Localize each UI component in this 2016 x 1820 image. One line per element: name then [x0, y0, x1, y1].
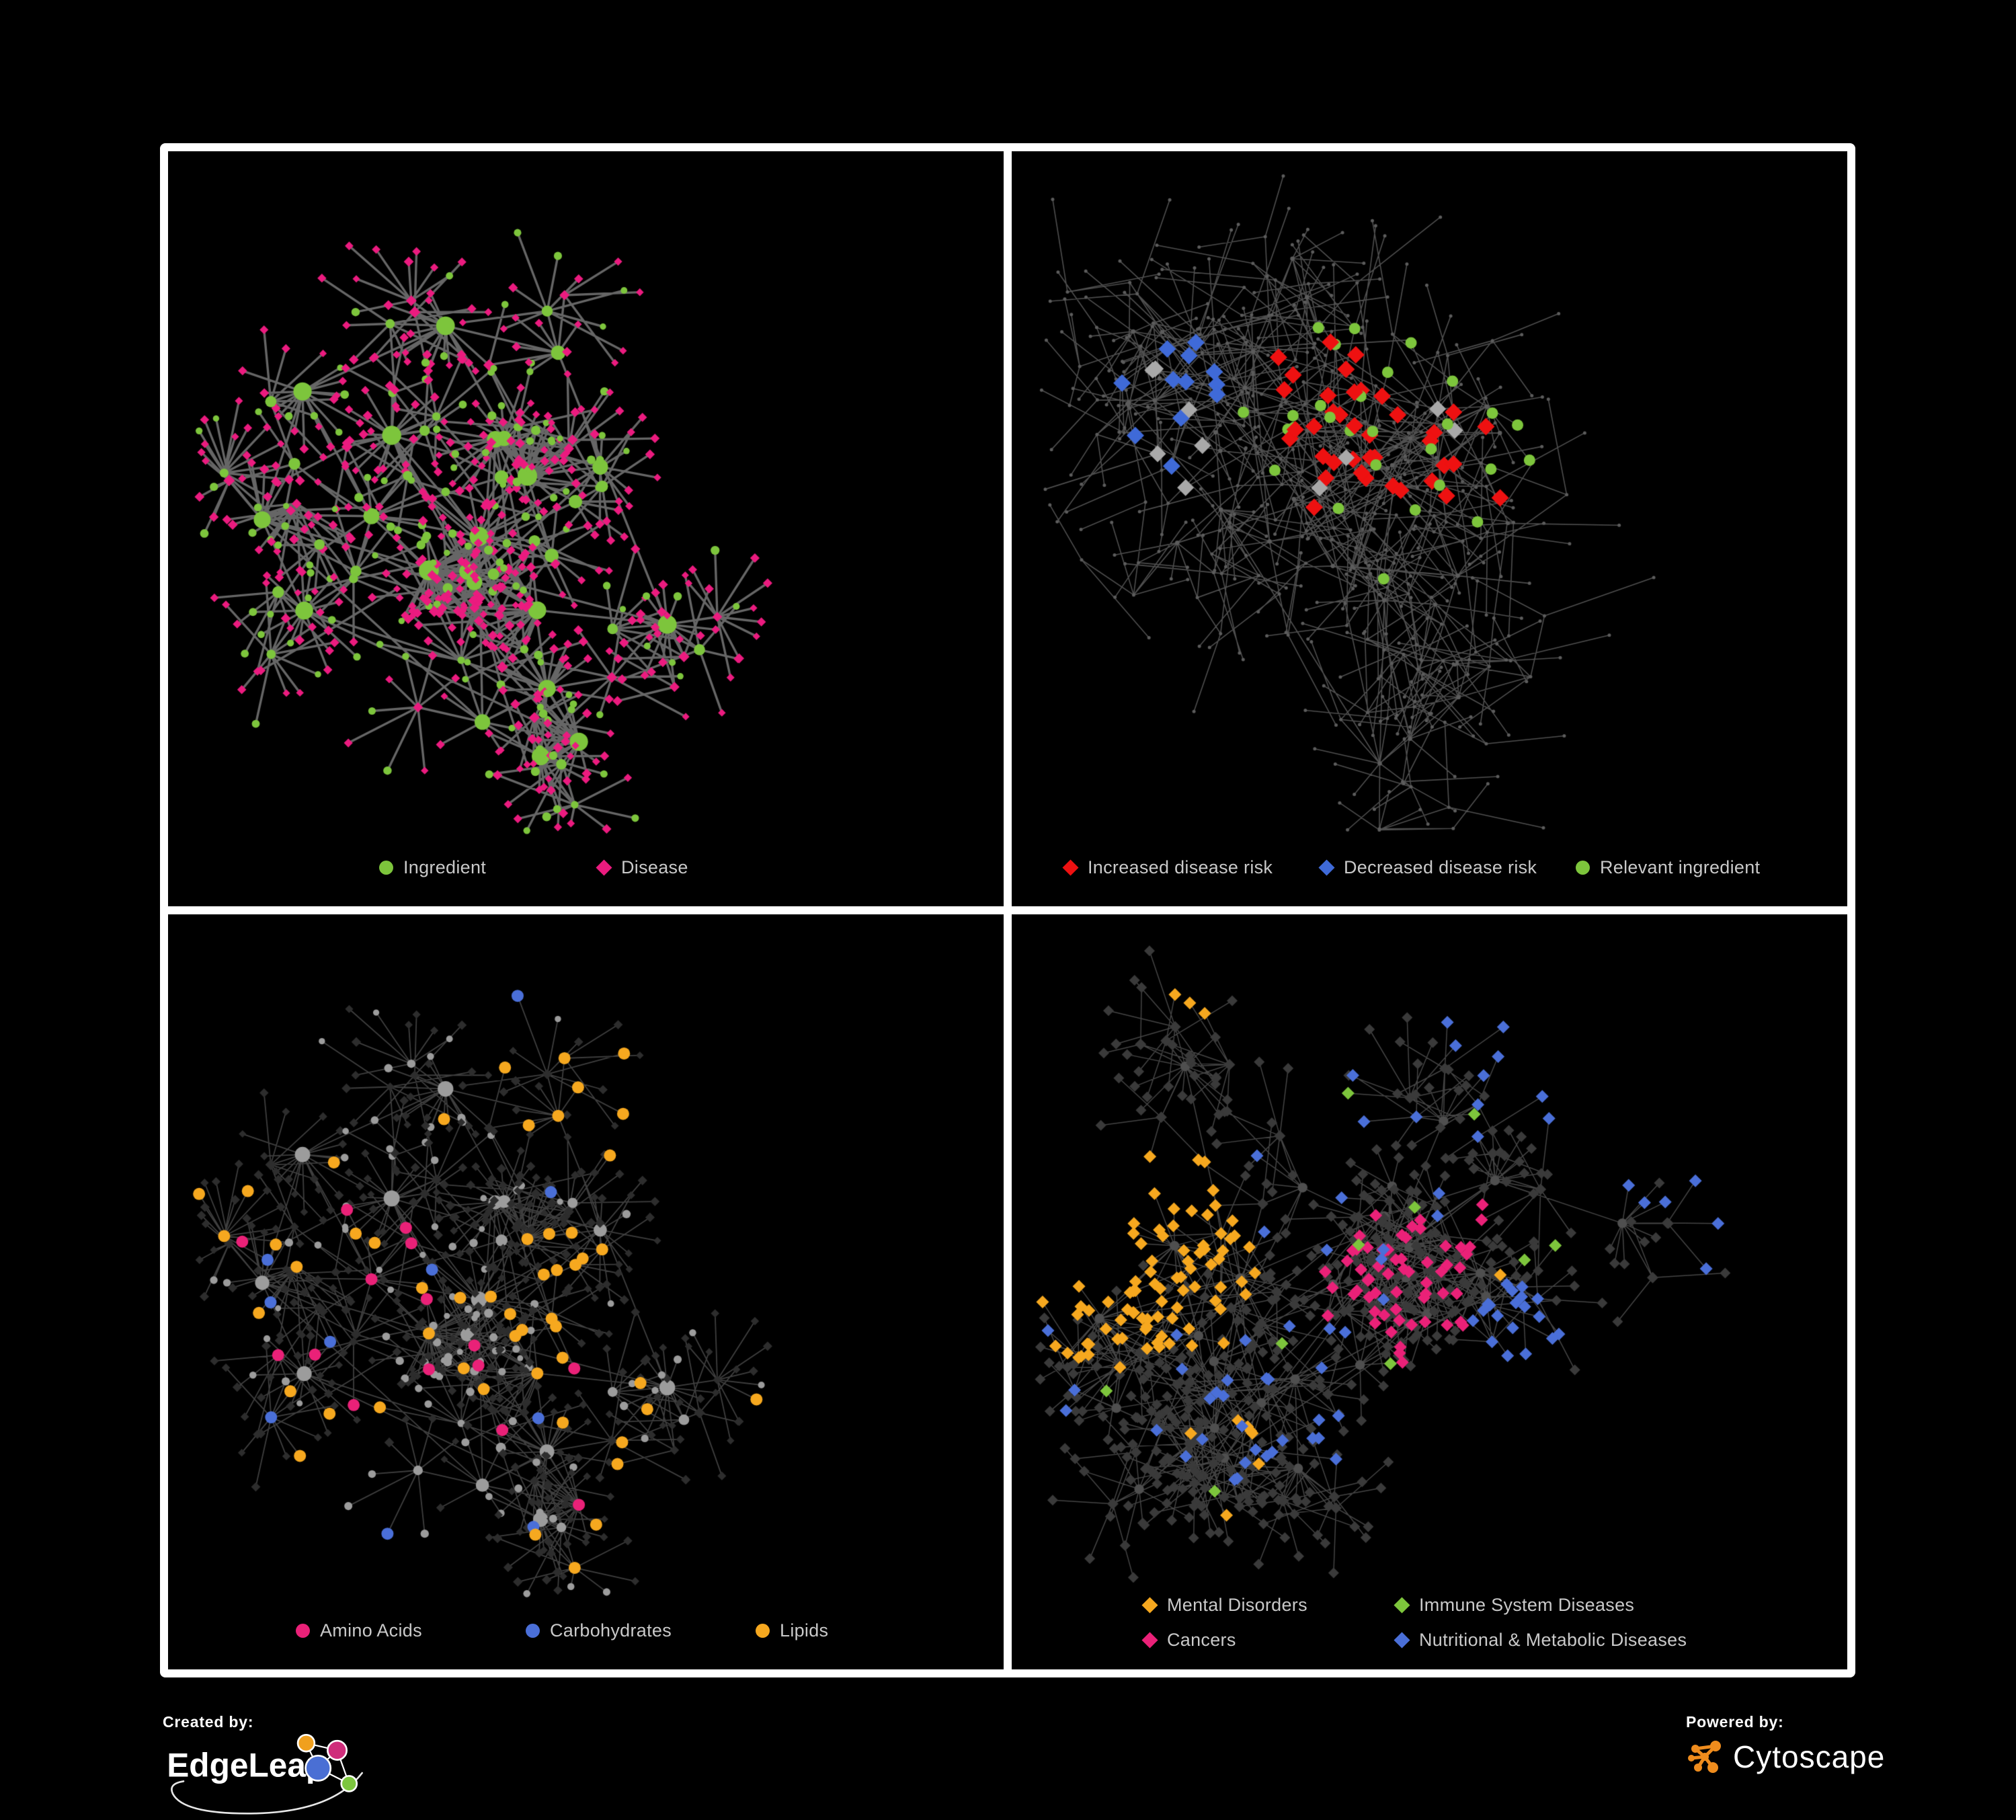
lipids-legend-marker — [756, 1623, 770, 1638]
powered-by-label: Powered by: — [1686, 1713, 1784, 1731]
legend-item-relevant-ingredient: Relevant ingredient — [1576, 857, 1832, 878]
edgeleap-logo: EdgeLeap — [167, 1733, 364, 1815]
panel-disease-categories: Mental Disorders Immune System Diseases … — [1012, 914, 1847, 1669]
decreased-risk-legend-marker — [1318, 859, 1335, 876]
nutrient-categories-legend: Amino Acids Carbohydrates Lipids — [296, 1616, 985, 1645]
created-by-block: Created by: EdgeLeap — [163, 1713, 371, 1818]
ingredient-disease-network-canvas — [168, 151, 1004, 906]
created-by-label: Created by: — [163, 1713, 254, 1731]
disease-categories-legend: Mental Disorders Immune System Diseases … — [1141, 1587, 1687, 1657]
amino-acids-legend-marker — [296, 1623, 310, 1638]
legend-item-disease: Disease — [596, 857, 815, 878]
lipids-legend-label: Lipids — [780, 1620, 829, 1640]
increased-risk-legend-marker — [1062, 859, 1079, 876]
ingredient-legend-label: Ingredient — [403, 857, 487, 877]
cancers-legend-label: Cancers — [1167, 1629, 1236, 1650]
cytoscape-logo-icon — [1688, 1741, 1721, 1773]
legend-item-amino-acids: Amino Acids — [296, 1620, 526, 1641]
powered-by-block: Powered by: Cytoscape — [1686, 1713, 1885, 1776]
edgeleap-network-glyph — [296, 1733, 358, 1792]
disease-categories-network-canvas — [1012, 914, 1847, 1669]
carbohydrates-legend-marker — [526, 1623, 540, 1638]
carbohydrates-legend-label: Carbohydrates — [550, 1620, 672, 1640]
relevant-ingredient-legend-marker — [1576, 860, 1590, 875]
disease-legend-label: Disease — [621, 857, 688, 877]
legend-item-immune-system-diseases: Immune System Diseases — [1394, 1594, 1687, 1616]
cancers-legend-marker — [1141, 1631, 1158, 1649]
panel-ingredient-disease: Ingredient Disease — [168, 151, 1004, 906]
panel-disease-risk: Increased disease risk Decreased disease… — [1012, 151, 1847, 906]
decreased-risk-legend-label: Decreased disease risk — [1344, 857, 1537, 877]
increased-risk-legend-label: Increased disease risk — [1088, 857, 1273, 877]
legend-item-mental-disorders: Mental Disorders — [1141, 1594, 1395, 1616]
disease-risk-network-canvas — [1012, 151, 1847, 906]
immune-system-diseases-legend-marker — [1394, 1596, 1410, 1614]
amino-acids-legend-label: Amino Acids — [320, 1620, 422, 1640]
ingredient-legend-marker — [379, 860, 393, 875]
edgeleap-logo-text: EdgeLeap — [167, 1746, 326, 1784]
ingredient-disease-legend: Ingredient Disease — [379, 853, 815, 882]
disease-risk-legend: Increased disease risk Decreased disease… — [1062, 853, 1832, 882]
immune-system-diseases-legend-label: Immune System Diseases — [1419, 1594, 1635, 1615]
relevant-ingredient-legend-label: Relevant ingredient — [1600, 857, 1761, 877]
nutritional-metabolic-diseases-legend-label: Nutritional & Metabolic Diseases — [1419, 1629, 1687, 1650]
mental-disorders-legend-label: Mental Disorders — [1167, 1594, 1307, 1615]
panel-grid: Ingredient Disease Increased disease ris… — [160, 143, 1855, 1677]
cytoscape-logo-text: Cytoscape — [1733, 1739, 1886, 1774]
panel-nutrient-categories: Amino Acids Carbohydrates Lipids — [168, 914, 1004, 1669]
legend-item-increased-risk: Increased disease risk — [1062, 857, 1320, 878]
nutritional-metabolic-diseases-legend-marker — [1394, 1631, 1410, 1649]
legend-item-decreased-risk: Decreased disease risk — [1318, 857, 1576, 878]
legend-item-nutritional-metabolic-diseases: Nutritional & Metabolic Diseases — [1394, 1629, 1687, 1651]
legend-item-cancers: Cancers — [1141, 1629, 1395, 1651]
mental-disorders-legend-marker — [1141, 1596, 1158, 1614]
legend-item-lipids: Lipids — [756, 1620, 985, 1641]
nutrient-categories-network-canvas — [168, 914, 1004, 1669]
disease-legend-marker — [596, 859, 612, 876]
legend-item-ingredient: Ingredient — [379, 857, 597, 878]
legend-item-carbohydrates: Carbohydrates — [526, 1620, 756, 1641]
